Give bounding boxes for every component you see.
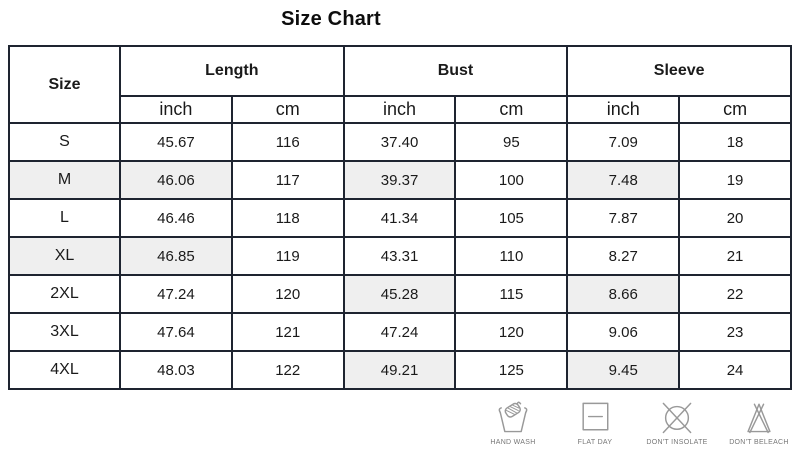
value-cell: 125 bbox=[454, 350, 569, 390]
size-cell: 2XL bbox=[8, 274, 121, 314]
care-label: DON'T INSOLATE bbox=[646, 439, 708, 446]
table-row: XL 46.85 119 43.31 110 8.27 21 bbox=[8, 236, 792, 276]
value-cell: 100 bbox=[454, 160, 569, 200]
care-instructions: HAND WASH FLAT DAY DON'T INSOLATE D bbox=[482, 398, 790, 447]
dont-bleach-icon bbox=[747, 403, 771, 434]
table-body: S 45.67 116 37.40 95 7.09 18 M 46.06 117 39.37 100 7… bbox=[8, 122, 792, 390]
length-cm-header: cm bbox=[230, 95, 345, 124]
value-cell: 39.37 bbox=[342, 160, 457, 200]
unit-header-row: inch cm inch cm inch cm bbox=[9, 95, 792, 124]
value-cell: 18 bbox=[678, 122, 792, 162]
care-label: HAND WASH bbox=[490, 439, 536, 446]
value-cell: 116 bbox=[230, 122, 345, 162]
value-cell: 46.85 bbox=[119, 236, 233, 276]
value-cell: 45.67 bbox=[119, 122, 233, 162]
bust-cm-header: cm bbox=[454, 95, 569, 124]
size-cell: M bbox=[8, 160, 121, 200]
table-row: M 46.06 117 39.37 100 7.48 19 bbox=[8, 160, 792, 200]
care-item-dont-insolate: DON'T INSOLATE bbox=[646, 398, 708, 447]
value-cell: 8.66 bbox=[566, 274, 681, 314]
value-cell: 115 bbox=[454, 274, 569, 314]
value-cell: 47.24 bbox=[342, 312, 457, 352]
hand-wash-icon bbox=[498, 401, 528, 433]
value-cell: 20 bbox=[678, 198, 792, 238]
value-cell: 24 bbox=[678, 350, 792, 390]
value-cell: 119 bbox=[230, 236, 345, 276]
value-cell: 118 bbox=[230, 198, 345, 238]
value-cell: 7.87 bbox=[566, 198, 681, 238]
value-cell: 45.28 bbox=[342, 274, 457, 314]
sleeve-cm-header: cm bbox=[678, 95, 792, 124]
value-cell: 117 bbox=[230, 160, 345, 200]
value-cell: 23 bbox=[678, 312, 792, 352]
group-header-row: Size Length Bust Sleeve bbox=[8, 45, 792, 124]
value-cell: 46.06 bbox=[119, 160, 233, 200]
sleeve-inch-header: inch bbox=[566, 95, 681, 124]
care-label: FLAT DAY bbox=[577, 439, 613, 446]
value-cell: 105 bbox=[454, 198, 569, 238]
value-cell: 48.03 bbox=[119, 350, 233, 390]
value-cell: 47.64 bbox=[119, 312, 233, 352]
table-row: S 45.67 116 37.40 95 7.09 18 bbox=[8, 122, 792, 162]
value-cell: 22 bbox=[678, 274, 792, 314]
value-cell: 7.09 bbox=[566, 122, 681, 162]
dont-insolate-icon bbox=[662, 402, 692, 434]
value-cell: 8.27 bbox=[566, 236, 681, 276]
value-cell: 49.21 bbox=[342, 350, 457, 390]
value-cell: 120 bbox=[230, 274, 345, 314]
value-cell: 110 bbox=[454, 236, 569, 276]
sleeve-group-header: Sleeve bbox=[566, 45, 792, 97]
size-cell: S bbox=[8, 122, 121, 162]
size-cell: 3XL bbox=[8, 312, 121, 352]
flat-dry-icon bbox=[582, 402, 609, 431]
size-cell: XL bbox=[8, 236, 121, 276]
value-cell: 21 bbox=[678, 236, 792, 276]
size-chart-table: Size Length Bust Sleeve inch cm inch cm … bbox=[8, 45, 792, 390]
bust-inch-header: inch bbox=[342, 95, 457, 124]
table-row: L 46.46 118 41.34 105 7.87 20 bbox=[8, 198, 792, 238]
page-title: Size Chart bbox=[281, 8, 381, 30]
length-group-header: Length bbox=[119, 45, 345, 97]
value-cell: 7.48 bbox=[566, 160, 681, 200]
value-cell: 19 bbox=[678, 160, 792, 200]
value-cell: 121 bbox=[230, 312, 345, 352]
table-row: 4XL 48.03 122 49.21 125 9.45 24 bbox=[8, 350, 792, 390]
table-row: 3XL 47.64 121 47.24 120 9.06 23 bbox=[8, 312, 792, 352]
value-cell: 43.31 bbox=[342, 236, 457, 276]
value-cell: 41.34 bbox=[342, 198, 457, 238]
value-cell: 46.46 bbox=[119, 198, 233, 238]
care-item-dont-bleach: DON'T BELEACH bbox=[728, 398, 790, 447]
value-cell: 9.45 bbox=[566, 350, 681, 390]
value-cell: 47.24 bbox=[119, 274, 233, 314]
value-cell: 9.06 bbox=[566, 312, 681, 352]
care-label: DON'T BELEACH bbox=[729, 439, 789, 446]
value-cell: 120 bbox=[454, 312, 569, 352]
value-cell: 95 bbox=[454, 122, 569, 162]
table-row: 2XL 47.24 120 45.28 115 8.66 22 bbox=[8, 274, 792, 314]
size-cell: 4XL bbox=[8, 350, 121, 390]
length-inch-header: inch bbox=[119, 95, 233, 124]
value-cell: 122 bbox=[230, 350, 345, 390]
care-item-hand-wash: HAND WASH bbox=[482, 398, 544, 447]
care-item-flat-dry: FLAT DAY bbox=[564, 398, 626, 447]
size-cell: L bbox=[8, 198, 121, 238]
size-column-header: Size bbox=[8, 45, 121, 124]
value-cell: 37.40 bbox=[342, 122, 457, 162]
bust-group-header: Bust bbox=[342, 45, 569, 97]
